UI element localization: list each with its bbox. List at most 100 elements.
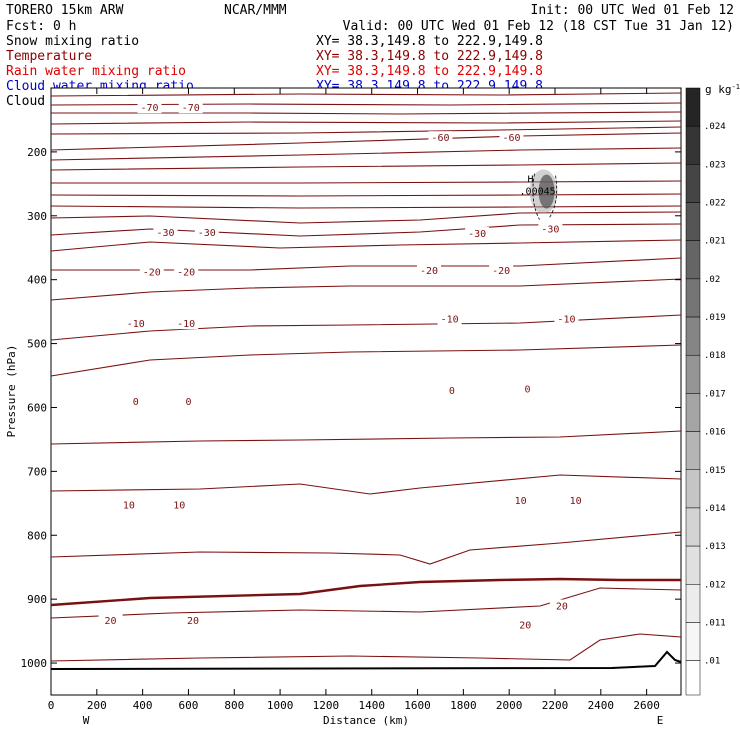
contour-label: -30 xyxy=(468,229,486,240)
x-tick-label: 400 xyxy=(133,699,153,712)
temperature-contour xyxy=(50,132,682,151)
contour-label-bg xyxy=(176,395,201,408)
contour-label: -20 xyxy=(420,266,438,277)
contour-label-bg xyxy=(167,498,192,511)
contour-label: 20 xyxy=(187,616,199,627)
colorbar-label: .019 xyxy=(704,313,726,323)
temperature-contour xyxy=(51,180,682,184)
contour-label: -60 xyxy=(502,133,520,144)
contour-label: 10 xyxy=(173,501,185,512)
contour-label: -20 xyxy=(143,267,161,278)
colorbar-swatch xyxy=(685,278,701,318)
colorbar-swatch xyxy=(685,240,701,280)
x-axis-ticks: 0 200 400 600 800 1000 1200 1400 1600 1800 2000 220… xyxy=(48,88,660,712)
y-tick-label: 900 xyxy=(27,593,47,606)
contour-label: -30 xyxy=(157,228,175,239)
contour-label-bg xyxy=(174,265,199,278)
contour-label-bg xyxy=(116,498,141,511)
temperature-contour xyxy=(50,92,682,97)
x-tick-label: 200 xyxy=(87,699,107,712)
temperature-contour xyxy=(50,162,682,171)
contour-label: 10 xyxy=(515,496,527,507)
contour-label-bg xyxy=(437,312,462,325)
plot-area: H.00045 -70 -70 -60 -60 -30 -30 -30 -30 -20 -20 -2… xyxy=(21,87,682,712)
colorbar-label: .023 xyxy=(704,160,726,170)
x-tick-label: 1800 xyxy=(450,699,477,712)
contour-label-bg xyxy=(181,614,206,627)
legend-entry: Rain water mixing ratio xyxy=(6,64,186,79)
colorbar-swatch xyxy=(685,316,701,356)
west-label: W xyxy=(83,714,90,727)
init-time: Init: 00 UTC Wed 01 Feb 12 xyxy=(531,3,735,18)
colorbar-swatch xyxy=(685,354,701,394)
temperature-contour xyxy=(50,193,682,197)
temperature-contour xyxy=(50,314,682,341)
x-tick-label: 2200 xyxy=(542,699,569,712)
forecast-hour: Fcst: 0 h xyxy=(6,19,76,34)
colorbar-label: .011 xyxy=(704,618,726,628)
x-tick-label: 800 xyxy=(224,699,244,712)
temperature-contour xyxy=(50,126,682,135)
temperature-contour xyxy=(50,587,682,619)
legend-entry: Snow mixing ratio xyxy=(6,34,139,49)
contour-label-bg xyxy=(428,131,453,144)
cloud-ice-contour xyxy=(532,173,558,220)
contour-label: 20 xyxy=(105,616,117,627)
contour-label-bg xyxy=(174,317,199,330)
contour-label-bg xyxy=(139,265,164,278)
snow-shade-core xyxy=(538,174,555,209)
colorbar-swatch xyxy=(685,545,701,585)
contour-label: -10 xyxy=(557,315,575,326)
contour-label-bg xyxy=(515,382,540,395)
contour-label-bg xyxy=(563,494,588,507)
y-axis-label: Pressure (hPa) xyxy=(5,345,18,438)
contour-label-bg xyxy=(153,225,178,238)
contour-label-bg xyxy=(513,618,538,631)
x-tick-label: 0 xyxy=(48,699,55,712)
contour-label: -20 xyxy=(177,267,195,278)
contour-label-bg xyxy=(554,312,579,325)
colorbar-swatch xyxy=(685,507,701,547)
contour-label-bg xyxy=(417,264,441,277)
colorbar-label: .017 xyxy=(704,389,726,399)
contour-labels: -70 -70 -60 -60 -30 -30 -30 -30 -20 -20 -20 -20 -10 -… xyxy=(98,101,588,632)
contour-label-bg xyxy=(137,101,162,114)
contour-label-bg xyxy=(123,317,148,330)
colorbar-swatch xyxy=(685,431,701,471)
contour-label: 0 xyxy=(449,386,455,397)
colorbar-swatch xyxy=(685,584,701,623)
contour-label: -70 xyxy=(140,103,158,114)
colorbar-swatch xyxy=(685,87,701,127)
contour-label: -20 xyxy=(492,266,510,277)
temperature-contour xyxy=(50,344,682,377)
colorbar: .024 .023 .022 .021 .02 .019 .018 .017 .016 .015.… xyxy=(685,87,726,696)
legend-xy: XY= 38.3,149.8 to 222.9,149.8 xyxy=(316,49,543,64)
contour-label: 10 xyxy=(123,501,135,512)
colorbar-label: .016 xyxy=(704,428,726,438)
colorbar-label: .021 xyxy=(704,237,726,247)
contour-label-bg xyxy=(549,599,574,612)
x-tick-label: 2600 xyxy=(633,699,660,712)
freezing-level-contour xyxy=(50,577,681,607)
temperature-contour xyxy=(50,633,682,662)
snow-max-value: .00045 xyxy=(520,187,556,198)
y-tick-label: 800 xyxy=(27,529,47,542)
terrain-profile xyxy=(50,650,682,670)
y-tick-label: 300 xyxy=(27,210,47,223)
x-axis-label: Distance (km) xyxy=(323,714,409,727)
colorbar-swatch xyxy=(685,660,701,696)
plot-frame xyxy=(50,87,682,696)
center-title: NCAR/MMM xyxy=(224,3,287,18)
contour-label: -70 xyxy=(182,103,200,114)
colorbar-unit: g kg-1 xyxy=(705,83,740,96)
colorbar-label: .022 xyxy=(704,199,726,209)
contour-label-bg xyxy=(439,384,464,397)
colorbar-swatch xyxy=(685,125,701,165)
legend-xy: XY= 38.3,149.8 to 222.9,149.8 xyxy=(316,34,543,49)
contour-label: 0 xyxy=(133,397,139,408)
contour-label: 20 xyxy=(519,621,531,632)
y-tick-label: 200 xyxy=(27,146,47,159)
x-tick-label: 1000 xyxy=(267,699,294,712)
